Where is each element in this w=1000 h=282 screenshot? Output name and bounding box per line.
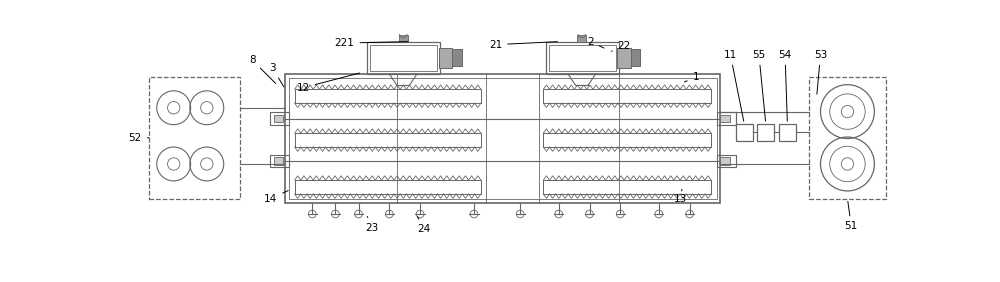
Bar bbox=[577, 35, 586, 41]
Bar bbox=[270, 113, 289, 125]
Text: 55: 55 bbox=[752, 50, 766, 121]
Text: 12: 12 bbox=[296, 73, 360, 93]
Bar bbox=[543, 180, 711, 194]
Bar bbox=[720, 157, 730, 165]
Bar bbox=[367, 41, 440, 74]
Bar bbox=[289, 78, 717, 199]
Bar bbox=[757, 124, 774, 141]
Bar bbox=[543, 89, 711, 103]
Bar bbox=[779, 124, 796, 141]
Text: 23: 23 bbox=[366, 217, 379, 233]
Bar bbox=[370, 45, 437, 71]
Bar bbox=[546, 41, 619, 74]
Bar bbox=[270, 155, 289, 167]
Bar bbox=[717, 155, 736, 167]
Text: 1: 1 bbox=[684, 72, 699, 82]
Bar bbox=[809, 77, 886, 199]
Bar bbox=[285, 74, 720, 203]
Text: 2: 2 bbox=[587, 37, 604, 48]
Text: 24: 24 bbox=[417, 217, 431, 234]
Text: 221: 221 bbox=[335, 38, 408, 48]
Text: 11: 11 bbox=[724, 50, 744, 121]
Text: 53: 53 bbox=[814, 50, 827, 94]
Bar bbox=[717, 113, 736, 125]
Bar bbox=[295, 180, 481, 194]
Text: 22: 22 bbox=[611, 41, 631, 51]
Text: 51: 51 bbox=[845, 201, 858, 231]
Bar bbox=[452, 49, 462, 66]
Bar bbox=[295, 89, 481, 103]
Text: 54: 54 bbox=[778, 50, 792, 121]
Bar bbox=[274, 115, 283, 122]
Bar bbox=[617, 48, 631, 68]
Bar bbox=[549, 45, 616, 71]
Bar bbox=[274, 157, 283, 165]
Bar bbox=[295, 133, 481, 147]
Text: 21: 21 bbox=[489, 39, 557, 50]
Bar bbox=[439, 48, 452, 68]
Text: 14: 14 bbox=[264, 191, 288, 204]
Text: 3: 3 bbox=[269, 63, 284, 87]
Bar bbox=[631, 49, 640, 66]
Bar bbox=[720, 115, 730, 122]
Bar bbox=[149, 77, 240, 199]
Bar bbox=[399, 35, 408, 41]
Bar bbox=[736, 124, 753, 141]
Text: 13: 13 bbox=[674, 190, 687, 204]
Bar bbox=[543, 133, 711, 147]
Text: 8: 8 bbox=[249, 55, 276, 83]
Text: 52: 52 bbox=[129, 133, 149, 143]
